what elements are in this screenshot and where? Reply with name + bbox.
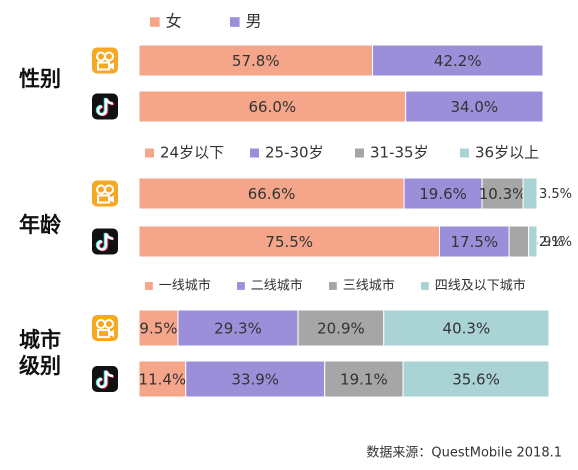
bar-segment bbox=[138, 90, 407, 123]
legend-swatch bbox=[460, 148, 469, 158]
kuaishou-icon bbox=[92, 315, 118, 341]
value-label: 9.5% bbox=[139, 320, 177, 338]
value-label: 11.4% bbox=[139, 371, 187, 389]
legend-label: 三线城市 bbox=[343, 278, 395, 294]
icon-part bbox=[109, 195, 114, 203]
bar-segment bbox=[508, 225, 530, 258]
bar-segment bbox=[481, 177, 524, 210]
bar-segment bbox=[177, 309, 299, 347]
bar-segment bbox=[522, 177, 538, 210]
bar-segment bbox=[402, 360, 550, 398]
value-label: 40.3% bbox=[443, 320, 491, 338]
legend-swatch bbox=[145, 282, 153, 290]
bar-segment bbox=[297, 309, 385, 347]
panel-title: 城市级别 bbox=[19, 328, 61, 378]
value-label: 66.6% bbox=[248, 185, 296, 203]
icon-part bbox=[104, 51, 114, 62]
legend-label: 31-35岁 bbox=[370, 144, 429, 162]
icon-part bbox=[96, 232, 114, 251]
legend-label: 女 bbox=[166, 12, 182, 31]
value-label: 10.3% bbox=[479, 185, 527, 203]
bar-segment bbox=[372, 44, 544, 77]
legend-swatch bbox=[150, 17, 160, 27]
value-label: 2.1% bbox=[539, 235, 572, 250]
legend-label: 36岁以上 bbox=[475, 144, 539, 162]
value-label: 35.6% bbox=[452, 371, 500, 389]
legend-swatch bbox=[145, 148, 154, 158]
legend-label: 男 bbox=[246, 12, 262, 31]
legend-label: 一线城市 bbox=[159, 278, 211, 294]
value-label: 34.0% bbox=[450, 98, 498, 116]
bar-segment bbox=[528, 225, 538, 258]
bar-segment bbox=[138, 44, 374, 77]
value-label: 19.1% bbox=[340, 371, 388, 389]
bar-segment bbox=[324, 360, 404, 398]
icon-part bbox=[96, 370, 114, 389]
value-label: 3.5% bbox=[539, 187, 572, 202]
bar-segment bbox=[383, 309, 550, 347]
bar-segment bbox=[138, 309, 179, 347]
douyin-icon bbox=[92, 366, 118, 392]
bar-segment bbox=[138, 360, 187, 398]
icon-part bbox=[104, 319, 114, 329]
icon-part bbox=[96, 97, 114, 116]
source-note: 数据来源：QuestMobile 2018.1 bbox=[366, 446, 562, 461]
legend-swatch bbox=[329, 282, 337, 290]
legend-swatch bbox=[250, 148, 259, 158]
legend-swatch bbox=[237, 282, 245, 290]
value-label: 17.5% bbox=[450, 233, 498, 251]
legend-label: 25-30岁 bbox=[265, 144, 324, 162]
value-label: 57.8% bbox=[232, 52, 280, 70]
bar-segment bbox=[138, 225, 440, 258]
bar-segment bbox=[405, 90, 544, 123]
douyin-icon bbox=[92, 93, 118, 120]
legend-swatch bbox=[355, 148, 364, 158]
value-label: 19.6% bbox=[419, 185, 467, 203]
kuaishou-icon bbox=[92, 180, 118, 207]
value-label: 33.9% bbox=[231, 371, 279, 389]
value-label: 42.2% bbox=[434, 52, 482, 70]
douyin-icon bbox=[92, 228, 118, 255]
legend-swatch bbox=[230, 17, 240, 27]
value-label: 29.3% bbox=[214, 320, 262, 338]
icon-part bbox=[109, 330, 114, 337]
legend-label: 四线及以下城市 bbox=[435, 278, 526, 294]
legend-label: 24岁以下 bbox=[160, 144, 224, 162]
value-label: 75.5% bbox=[265, 233, 313, 251]
kuaishou-icon bbox=[92, 47, 118, 74]
icon-part bbox=[109, 62, 114, 70]
value-label: 20.9% bbox=[317, 320, 365, 338]
value-label: 66.0% bbox=[248, 98, 296, 116]
panel-title: 性别 bbox=[19, 67, 61, 91]
legend-label: 二线城市 bbox=[251, 278, 303, 294]
value-label: 4.9% bbox=[531, 235, 564, 250]
bar-segment bbox=[138, 177, 405, 210]
panel-title: 年龄 bbox=[19, 213, 61, 237]
legend-swatch bbox=[421, 282, 429, 290]
icon-part bbox=[104, 184, 114, 195]
